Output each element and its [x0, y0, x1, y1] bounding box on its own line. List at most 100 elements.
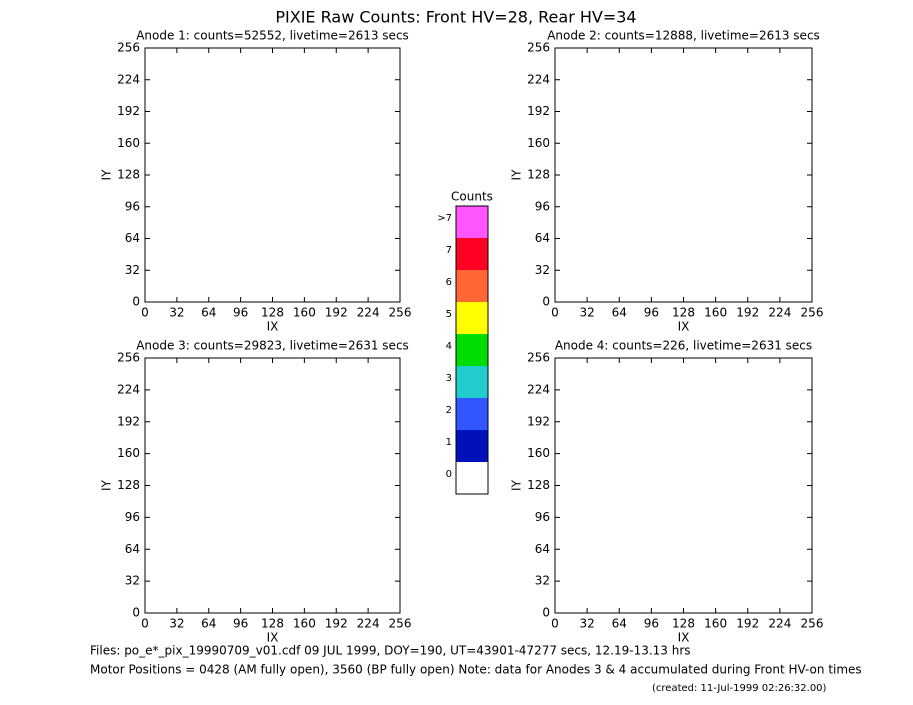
y-tick-label: 64: [125, 542, 140, 556]
figure-title: PIXIE Raw Counts: Front HV=28, Rear HV=3…: [275, 8, 636, 27]
y-axis-label: IY: [510, 169, 524, 181]
y-tick-label: 64: [535, 542, 550, 556]
x-tick-label: 128: [261, 617, 284, 631]
y-tick-label: 160: [527, 446, 550, 460]
colorbar-label: >7: [437, 213, 452, 224]
x-tick-label: 256: [389, 306, 412, 320]
y-tick-label: 96: [125, 199, 140, 213]
x-tick-label: 96: [644, 617, 659, 631]
y-tick-label: 64: [125, 231, 140, 245]
y-tick-label: 64: [535, 231, 550, 245]
colorbar-swatch: [456, 270, 488, 302]
x-tick-label: 224: [357, 617, 380, 631]
y-tick-label: 96: [535, 199, 550, 213]
y-tick-label: 224: [527, 72, 550, 86]
y-tick-label: 128: [527, 168, 550, 182]
colorbar-label: 2: [446, 405, 452, 416]
y-tick-label: 96: [125, 510, 140, 524]
x-tick-label: 160: [704, 306, 727, 320]
x-tick-label: 0: [551, 617, 559, 631]
x-tick-label: 192: [736, 617, 759, 631]
x-tick-label: 96: [233, 306, 248, 320]
x-tick-label: 128: [261, 306, 284, 320]
x-axis-label: IX: [678, 320, 690, 334]
footer-line: (created: 11-Jul-1999 02:26:32.00): [652, 683, 827, 694]
y-tick-label: 192: [527, 414, 550, 428]
colorbar-label: 1: [446, 437, 452, 448]
colorbar-label: 3: [446, 373, 452, 384]
x-tick-label: 0: [141, 306, 149, 320]
colorbar-label: 0: [446, 469, 452, 480]
colorbar-swatch: [456, 430, 488, 462]
y-tick-label: 192: [117, 414, 140, 428]
colorbar-label: 7: [446, 245, 452, 256]
y-tick-label: 192: [527, 104, 550, 118]
x-tick-label: 192: [736, 306, 759, 320]
x-tick-label: 64: [201, 306, 216, 320]
plot-frame: [144, 357, 401, 614]
colorbar-swatch: [456, 366, 488, 398]
y-tick-label: 224: [117, 72, 140, 86]
y-tick-label: 32: [535, 263, 550, 277]
y-tick-label: 128: [117, 168, 140, 182]
y-tick-label: 224: [527, 382, 550, 396]
colorbar-swatch: [456, 238, 488, 270]
y-tick-label: 256: [527, 41, 550, 55]
colorbar-label: 4: [446, 341, 452, 352]
x-tick-label: 192: [325, 617, 348, 631]
y-tick-label: 32: [125, 263, 140, 277]
y-tick-label: 256: [527, 351, 550, 365]
x-tick-label: 224: [768, 617, 791, 631]
colorbar-swatch: [456, 206, 488, 238]
y-tick-label: 96: [535, 510, 550, 524]
x-tick-label: 96: [233, 617, 248, 631]
x-tick-label: 32: [169, 306, 184, 320]
x-axis-label: IX: [267, 320, 279, 334]
plot-frame: [144, 47, 401, 303]
y-tick-label: 0: [542, 606, 550, 620]
x-tick-label: 256: [801, 617, 824, 631]
colorbar-title: Counts: [451, 190, 493, 204]
y-tick-label: 160: [527, 136, 550, 150]
x-tick-label: 64: [612, 617, 627, 631]
colorbar-swatch: [456, 334, 488, 366]
panel-title: Anode 3: counts=29823, livetime=2631 sec…: [136, 339, 409, 353]
x-tick-label: 32: [579, 306, 594, 320]
y-tick-label: 192: [117, 104, 140, 118]
x-tick-label: 0: [551, 306, 559, 320]
panel-title: Anode 2: counts=12888, livetime=2613 sec…: [547, 29, 820, 43]
panel-title: Anode 1: counts=52552, livetime=2613 sec…: [136, 29, 409, 43]
y-tick-label: 0: [132, 606, 140, 620]
x-tick-label: 256: [389, 617, 412, 631]
x-tick-label: 128: [672, 617, 695, 631]
x-axis-label: IX: [267, 631, 279, 645]
x-tick-label: 128: [672, 306, 695, 320]
y-tick-label: 128: [527, 478, 550, 492]
y-tick-label: 256: [117, 41, 140, 55]
x-tick-label: 224: [768, 306, 791, 320]
plot-frame: [554, 47, 813, 303]
x-tick-label: 256: [801, 306, 824, 320]
x-tick-label: 160: [293, 617, 316, 631]
x-tick-label: 192: [325, 306, 348, 320]
x-tick-label: 64: [612, 306, 627, 320]
x-axis-label: IX: [678, 631, 690, 645]
y-tick-label: 160: [117, 446, 140, 460]
x-tick-label: 64: [201, 617, 216, 631]
colorbar-label: 6: [446, 277, 452, 288]
x-tick-label: 160: [293, 306, 316, 320]
x-tick-label: 224: [357, 306, 380, 320]
y-tick-label: 160: [117, 136, 140, 150]
colorbar-swatch: [456, 302, 488, 334]
y-tick-label: 0: [542, 295, 550, 309]
y-tick-label: 128: [117, 478, 140, 492]
colorbar-swatch: [456, 462, 488, 494]
colorbar-swatch: [456, 398, 488, 430]
y-tick-label: 224: [117, 382, 140, 396]
x-tick-label: 32: [579, 617, 594, 631]
colorbar-label: 5: [446, 309, 452, 320]
y-tick-label: 256: [117, 351, 140, 365]
x-tick-label: 160: [704, 617, 727, 631]
